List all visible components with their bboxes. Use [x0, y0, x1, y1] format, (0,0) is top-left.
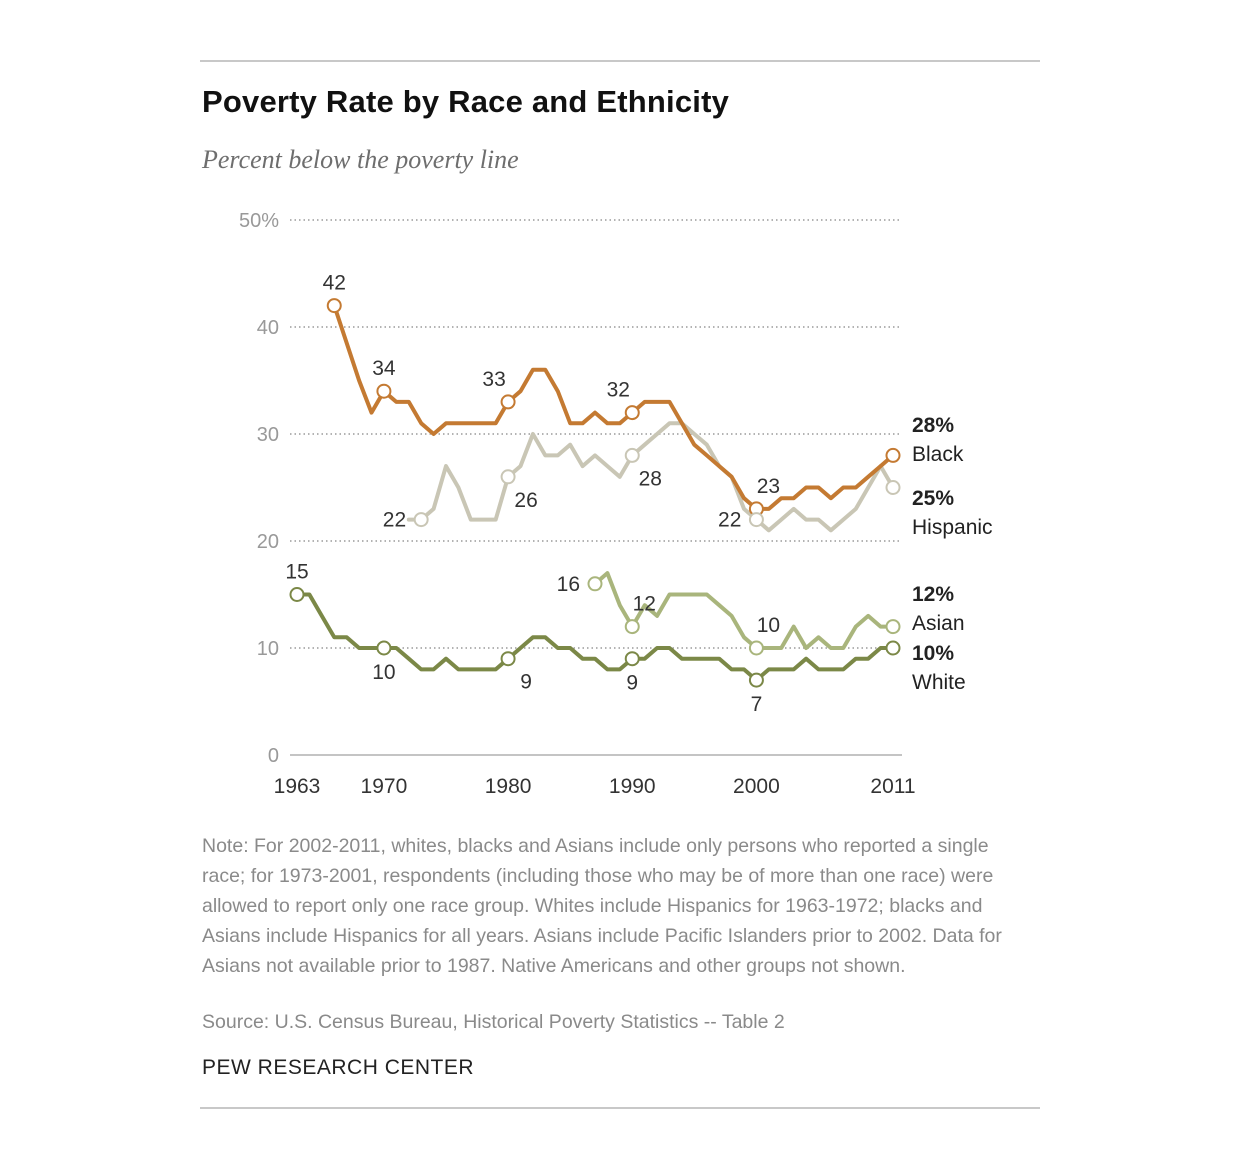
point-marker: [748, 512, 764, 528]
data-label: 10: [372, 661, 395, 684]
chart-subtitle: Percent below the poverty line: [202, 145, 519, 174]
y-tick-label: 40: [257, 317, 279, 339]
data-label: 16: [557, 573, 580, 596]
series-end-value: 28%: [912, 414, 954, 437]
x-tick-label: 2000: [733, 775, 780, 798]
data-label: 15: [285, 561, 308, 584]
y-tick-label: 0: [268, 745, 279, 767]
data-label: 22: [718, 509, 741, 532]
series-line-white: [295, 592, 895, 683]
x-tick-label: 1970: [361, 775, 408, 798]
series-name-label: White: [912, 671, 966, 694]
y-tick-label: 50%: [239, 210, 279, 232]
series-line-hispanic: [406, 421, 895, 533]
chart-note: Note: For 2002-2011, whites, blacks and …: [202, 835, 1002, 977]
x-tick-label: 2011: [870, 775, 915, 798]
point-marker: [289, 587, 305, 602]
x-tick-label: 1990: [609, 775, 656, 798]
y-tick-label: 10: [257, 638, 279, 660]
point-marker: [326, 298, 342, 314]
point-marker: [624, 447, 640, 463]
point-marker: [748, 640, 764, 656]
point-marker: [587, 576, 603, 592]
chart-title: Poverty Rate by Race and Ethnicity: [202, 84, 730, 119]
data-label: 34: [372, 357, 396, 380]
data-label: 12: [633, 593, 656, 616]
data-label: 23: [757, 475, 780, 498]
point-marker: [624, 619, 640, 635]
end-marker: [885, 619, 901, 635]
x-tick-label: 1980: [485, 775, 532, 798]
data-label: 9: [626, 672, 638, 695]
data-label: 32: [607, 379, 630, 402]
point-marker: [624, 651, 640, 667]
point-marker: [376, 640, 392, 656]
y-tick-label: 20: [257, 531, 279, 553]
series-name-label: Black: [912, 443, 964, 466]
data-label: 26: [514, 489, 537, 512]
series-end-value: 10%: [912, 642, 954, 665]
series-line-asian: [593, 571, 895, 650]
point-marker: [500, 469, 516, 485]
data-label: 28: [639, 467, 662, 490]
point-marker: [748, 672, 764, 688]
end-marker: [885, 480, 901, 495]
data-label: 7: [751, 693, 763, 716]
top-rule: [200, 60, 1040, 62]
series-end-value: 12%: [912, 583, 954, 606]
series-line-black: [332, 303, 895, 511]
point-marker: [624, 405, 640, 421]
point-marker: [376, 383, 392, 399]
poverty-line-chart: 0 10 20 30 40 50% 1963 1970 1980 1990 2000 2011 42 34…: [239, 210, 993, 798]
series-name-label: Asian: [912, 612, 965, 635]
y-tick-label: 30: [257, 424, 279, 446]
point-marker: [413, 512, 429, 528]
series-name-label: Hispanic: [912, 516, 993, 539]
data-label: 42: [323, 272, 346, 295]
data-label: 33: [482, 368, 505, 391]
point-marker: [500, 651, 516, 667]
organization-name: PEW RESEARCH CENTER: [202, 1056, 475, 1079]
data-label: 9: [520, 671, 532, 694]
data-label: 10: [757, 614, 780, 637]
bottom-rule: [200, 1107, 1040, 1109]
end-marker: [885, 447, 901, 463]
end-marker: [885, 640, 901, 656]
point-marker: [500, 394, 516, 410]
chart-source: Source: U.S. Census Bureau, Historical P…: [202, 1011, 785, 1033]
x-tick-label: 1963: [274, 775, 321, 798]
series-end-value: 25%: [912, 487, 954, 510]
data-label: 22: [383, 509, 406, 532]
